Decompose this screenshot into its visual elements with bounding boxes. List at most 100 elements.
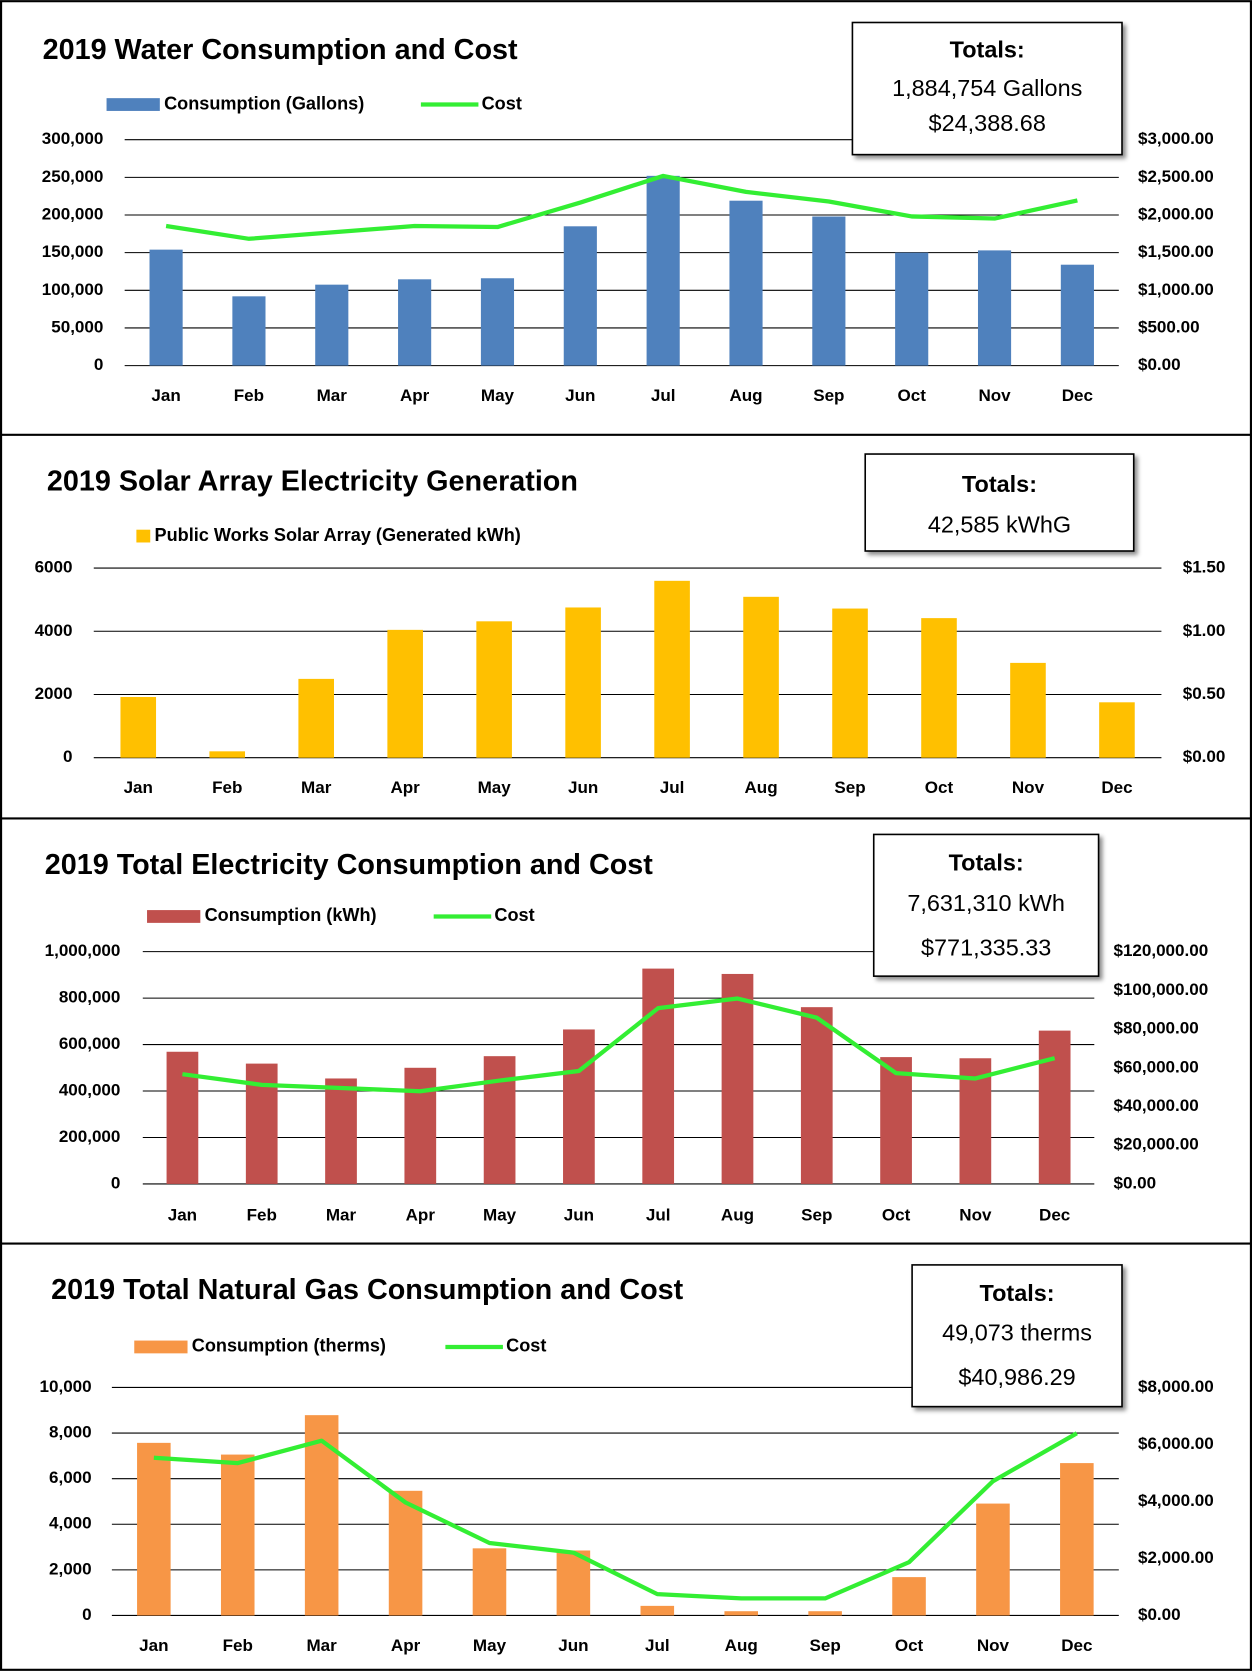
y-tick-label: 100,000 bbox=[42, 280, 104, 299]
x-tick-label: Sep bbox=[809, 1636, 840, 1655]
bar bbox=[476, 621, 512, 758]
totals-title: Totals: bbox=[980, 1280, 1055, 1306]
x-tick-label: Jan bbox=[124, 778, 153, 797]
bar bbox=[743, 596, 779, 758]
y2-tick-label: $1,000.00 bbox=[1138, 280, 1214, 299]
x-tick-label: Feb bbox=[247, 1205, 277, 1224]
x-tick-label: Nov bbox=[1012, 778, 1045, 797]
legend-label: Public Works Solar Array (Generated kWh) bbox=[155, 525, 521, 545]
y2-tick-label: $6,000.00 bbox=[1138, 1434, 1214, 1453]
x-tick-label: May bbox=[478, 778, 512, 797]
x-tick-label: Jan bbox=[139, 1636, 168, 1655]
y-tick-label: 200,000 bbox=[59, 1127, 121, 1146]
cost-line bbox=[165, 173, 1078, 241]
totals-title: Totals: bbox=[962, 471, 1037, 497]
y2-tick-label: $100,000.00 bbox=[1113, 980, 1208, 999]
totals-value: 42,585 kWhG bbox=[928, 512, 1071, 538]
x-tick-label: Nov bbox=[977, 1636, 1010, 1655]
x-tick-label: Aug bbox=[721, 1205, 754, 1224]
x-tick-label: Jul bbox=[646, 1205, 671, 1224]
x-tick-label: Dec bbox=[1101, 778, 1132, 797]
y2-tick-label: $8,000.00 bbox=[1138, 1377, 1214, 1396]
y-tick-label: 6,000 bbox=[49, 1468, 92, 1487]
bar bbox=[880, 1057, 912, 1184]
legend-swatch bbox=[147, 910, 201, 923]
x-tick-label: Feb bbox=[223, 1636, 253, 1655]
bar bbox=[729, 200, 763, 366]
legend-label: Cost bbox=[494, 905, 534, 925]
y-tick-label: 400,000 bbox=[59, 1081, 121, 1100]
legend-swatch bbox=[134, 1340, 188, 1354]
y2-tick-label: $20,000.00 bbox=[1113, 1135, 1198, 1154]
x-tick-label: Dec bbox=[1061, 1636, 1092, 1655]
y-tick-label: 6000 bbox=[35, 558, 73, 577]
x-tick-label: Jan bbox=[168, 1205, 197, 1224]
x-tick-label: Nov bbox=[978, 386, 1011, 405]
x-tick-label: Mar bbox=[307, 1636, 338, 1655]
totals-value: $40,986.29 bbox=[958, 1364, 1075, 1390]
y2-tick-label: $1.00 bbox=[1183, 621, 1226, 640]
y2-tick-label: $1.50 bbox=[1183, 558, 1226, 577]
legend-swatch bbox=[106, 98, 160, 111]
x-tick-label: Sep bbox=[801, 1205, 832, 1224]
x-tick-label: Mar bbox=[326, 1205, 357, 1224]
bar bbox=[325, 1078, 357, 1184]
bar bbox=[315, 284, 349, 366]
bar bbox=[220, 1454, 255, 1616]
bar bbox=[977, 250, 1012, 366]
bar bbox=[565, 607, 601, 758]
x-tick-label: Nov bbox=[959, 1205, 992, 1224]
y2-tick-label: $60,000.00 bbox=[1113, 1057, 1198, 1076]
bar bbox=[808, 1611, 842, 1616]
y2-tick-label: $0.00 bbox=[1138, 355, 1181, 374]
totals-box bbox=[864, 453, 1135, 552]
bar bbox=[646, 175, 680, 366]
bar bbox=[1060, 1463, 1094, 1616]
y2-tick-label: $40,000.00 bbox=[1113, 1096, 1198, 1115]
x-tick-label: Oct bbox=[895, 1636, 924, 1655]
y-tick-label: 1,000,000 bbox=[45, 941, 121, 960]
totals-box bbox=[911, 1264, 1123, 1408]
y2-tick-label: $80,000.00 bbox=[1113, 1019, 1198, 1038]
bar bbox=[166, 1051, 199, 1184]
y-tick-label: 800,000 bbox=[59, 988, 121, 1007]
bar bbox=[387, 629, 423, 758]
x-tick-label: Jun bbox=[558, 1636, 588, 1655]
x-tick-label: Mar bbox=[301, 778, 332, 797]
bar bbox=[800, 1007, 833, 1184]
x-tick-label: Apr bbox=[391, 1636, 421, 1655]
x-tick-label: Jun bbox=[565, 386, 595, 405]
x-tick-label: Oct bbox=[897, 386, 926, 405]
totals-value: 7,631,310 kWh bbox=[907, 890, 1065, 916]
y-tick-label: 2,000 bbox=[49, 1559, 92, 1578]
legend-swatch bbox=[136, 529, 151, 543]
totals-value: 49,073 therms bbox=[942, 1319, 1092, 1345]
bar bbox=[404, 1067, 437, 1184]
bar bbox=[149, 249, 183, 366]
bar bbox=[1060, 264, 1094, 366]
bar bbox=[388, 1490, 423, 1616]
bar bbox=[563, 226, 597, 366]
y-tick-label: 300,000 bbox=[42, 129, 104, 148]
bar bbox=[563, 1029, 595, 1184]
cost-line bbox=[182, 996, 1056, 1094]
x-tick-label: Sep bbox=[834, 778, 865, 797]
bar bbox=[921, 618, 957, 758]
y2-tick-label: $3,000.00 bbox=[1138, 129, 1214, 148]
chart-title: 2019 Solar Array Electricity Generation bbox=[47, 465, 578, 497]
x-tick-label: Aug bbox=[729, 386, 762, 405]
bar bbox=[721, 973, 754, 1184]
x-tick-label: May bbox=[483, 1205, 517, 1224]
bar bbox=[398, 279, 432, 366]
y-tick-label: 0 bbox=[111, 1173, 120, 1192]
x-tick-label: Feb bbox=[212, 778, 242, 797]
bar bbox=[1010, 662, 1046, 758]
y-tick-label: 8,000 bbox=[49, 1423, 92, 1442]
y2-tick-label: $2,000.00 bbox=[1138, 1548, 1214, 1567]
bar bbox=[209, 751, 246, 758]
bar bbox=[812, 216, 846, 366]
y-tick-label: 50,000 bbox=[51, 317, 103, 336]
x-tick-label: Jun bbox=[568, 778, 598, 797]
y-tick-label: 200,000 bbox=[42, 205, 104, 224]
bar bbox=[483, 1056, 516, 1184]
